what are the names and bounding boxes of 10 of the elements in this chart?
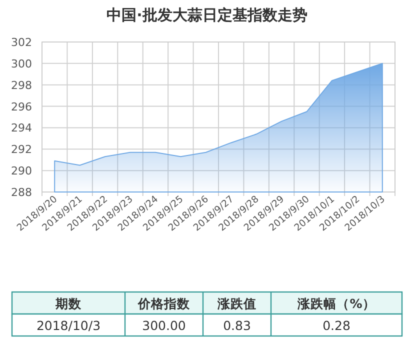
y-tick-label: 290 — [11, 164, 32, 178]
y-tick-label: 292 — [11, 143, 32, 156]
y-tick-label: 298 — [11, 78, 32, 92]
chart-title: 中国·批发大蒜日定基指数走势 — [106, 6, 308, 24]
y-tick-label: 288 — [11, 186, 32, 199]
table: 期数 价格指数 涨跌值 涨跌幅（%） 2018/10/3 300.00 0.83 0.28 — [11, 291, 403, 337]
y-tick-label: 294 — [11, 122, 32, 135]
y-tick-label: 302 — [11, 36, 32, 49]
y-tick-label: 296 — [11, 100, 32, 114]
y-tick-label: 300 — [11, 57, 32, 70]
